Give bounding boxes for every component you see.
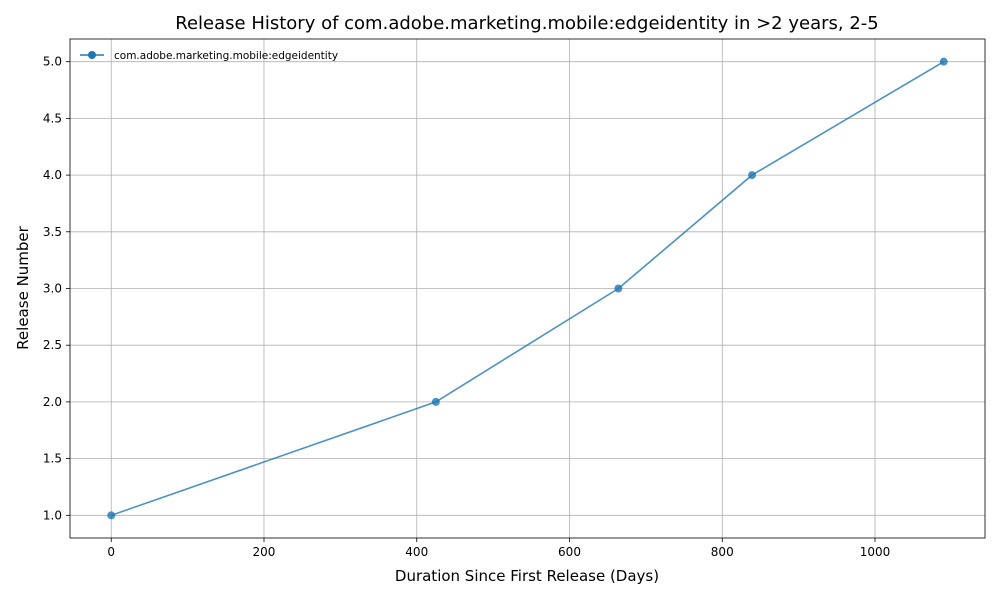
y-tick-label: 4.5 [43, 111, 62, 125]
y-tick-label: 3.5 [43, 225, 62, 239]
axis-ticks: 0 200 400 600 800 1000 1.0 1.5 2.0 2.5 3.0 3.5 4.0 4.… [43, 55, 890, 559]
series-line-group [107, 57, 948, 520]
data-point [939, 57, 948, 66]
data-point [107, 511, 116, 520]
y-tick-label: 3.0 [43, 282, 62, 296]
legend-marker [88, 51, 96, 59]
legend-label: com.adobe.marketing.mobile:edgeidentity [114, 50, 338, 62]
x-tick-label: 800 [711, 545, 734, 559]
data-point [748, 171, 757, 180]
x-tick-label: 600 [558, 545, 581, 559]
y-tick-label: 1.5 [43, 452, 62, 466]
data-point [431, 397, 440, 406]
legend: com.adobe.marketing.mobile:edgeidentity [80, 50, 338, 62]
y-tick-label: 5.0 [43, 55, 62, 69]
y-tick-label: 2.5 [43, 338, 62, 352]
grid [70, 39, 985, 538]
x-tick-label: 1000 [860, 545, 891, 559]
x-tick-label: 400 [405, 545, 428, 559]
y-tick-label: 4.0 [43, 168, 62, 182]
y-axis-label: Release Number [14, 225, 32, 349]
y-tick-label: 2.0 [43, 395, 62, 409]
data-point [614, 284, 623, 293]
x-tick-label: 200 [253, 545, 276, 559]
chart-title: Release History of com.adobe.marketing.m… [175, 13, 878, 34]
x-tick-label: 0 [107, 545, 115, 559]
x-axis-label: Duration Since First Release (Days) [395, 567, 659, 585]
y-tick-label: 1.0 [43, 508, 62, 522]
